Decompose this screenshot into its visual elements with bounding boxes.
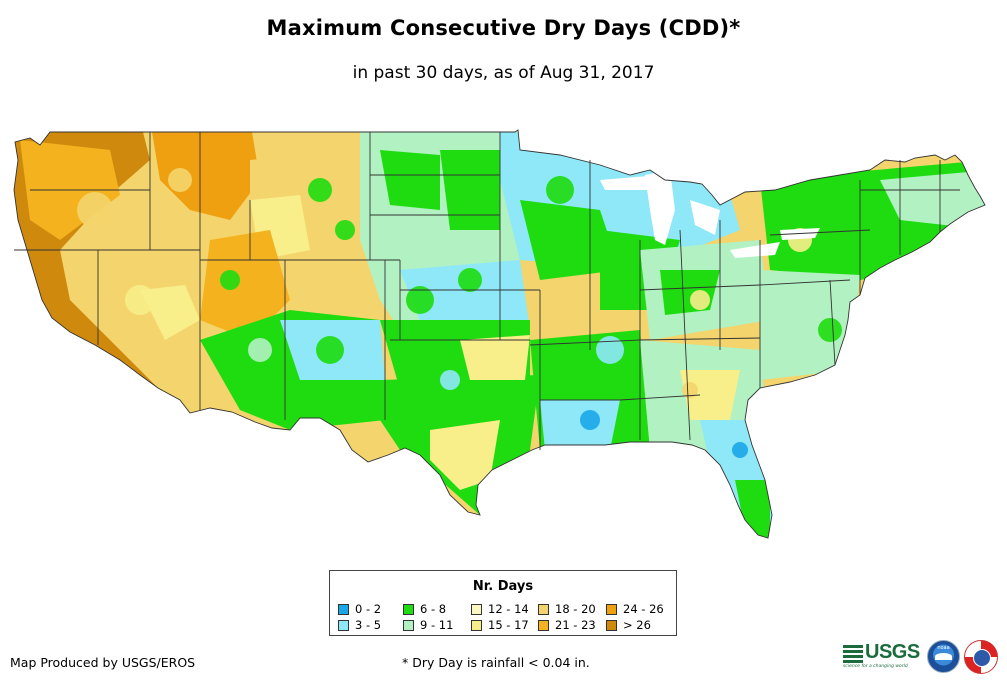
usgs-logo-text: USGS <box>865 641 920 663</box>
legend-item: 24 - 26 <box>606 603 664 616</box>
noaa-logo-icon: noaa <box>927 640 960 673</box>
legend-swatch <box>471 604 482 615</box>
legend-swatch <box>338 604 349 615</box>
noaa-label: noaa <box>937 645 950 651</box>
noaa-bird-icon <box>935 653 952 660</box>
cdd-map <box>13 129 986 539</box>
legend-label: 9 - 11 <box>420 618 454 632</box>
legend-label: 18 - 20 <box>555 602 596 616</box>
map-subtitle: in past 30 days, as of Aug 31, 2017 <box>352 63 655 83</box>
legend-swatch <box>538 604 549 615</box>
usgs-tagline: science for a changing world <box>843 664 908 669</box>
legend-label: 3 - 5 <box>355 618 382 632</box>
legend-label: 0 - 2 <box>355 602 382 616</box>
nws-core-icon <box>973 649 991 667</box>
legend-item: 3 - 5 <box>338 619 381 632</box>
legend-item: 18 - 20 <box>538 603 596 616</box>
legend-swatch <box>471 620 482 631</box>
legend-swatch <box>403 604 414 615</box>
legend-swatch <box>606 604 617 615</box>
legend-title: Nr. Days <box>472 579 534 594</box>
legend-item: > 26 <box>606 619 651 632</box>
legend-item: 15 - 17 <box>471 619 529 632</box>
legend-label: 15 - 17 <box>488 618 529 632</box>
legend-item: 6 - 8 <box>403 603 446 616</box>
legend-item: 0 - 2 <box>338 603 381 616</box>
usgs-logo: USGS science for a changing world <box>843 641 923 669</box>
credit-text: Map Produced by USGS/EROS <box>10 655 196 670</box>
map-title: Maximum Consecutive Dry Days (CDD)* <box>266 16 741 40</box>
nws-logo-icon <box>964 640 998 674</box>
legend: Nr. Days 0 - 2 3 - 5 6 - 8 9 - 11 12 - 1… <box>329 570 677 636</box>
footnote-text: * Dry Day is rainfall < 0.04 in. <box>402 655 590 670</box>
legend-swatch <box>338 620 349 631</box>
legend-label: 12 - 14 <box>488 602 529 616</box>
legend-item: 12 - 14 <box>471 603 529 616</box>
legend-swatch <box>403 620 414 631</box>
legend-swatch <box>606 620 617 631</box>
legend-label: 6 - 8 <box>420 602 447 616</box>
legend-swatch <box>538 620 549 631</box>
legend-item: 9 - 11 <box>403 619 453 632</box>
legend-item: 21 - 23 <box>538 619 596 632</box>
legend-label: > 26 <box>623 618 651 632</box>
usgs-mark-icon <box>843 645 863 663</box>
legend-label: 24 - 26 <box>623 602 664 616</box>
legend-label: 21 - 23 <box>555 618 596 632</box>
